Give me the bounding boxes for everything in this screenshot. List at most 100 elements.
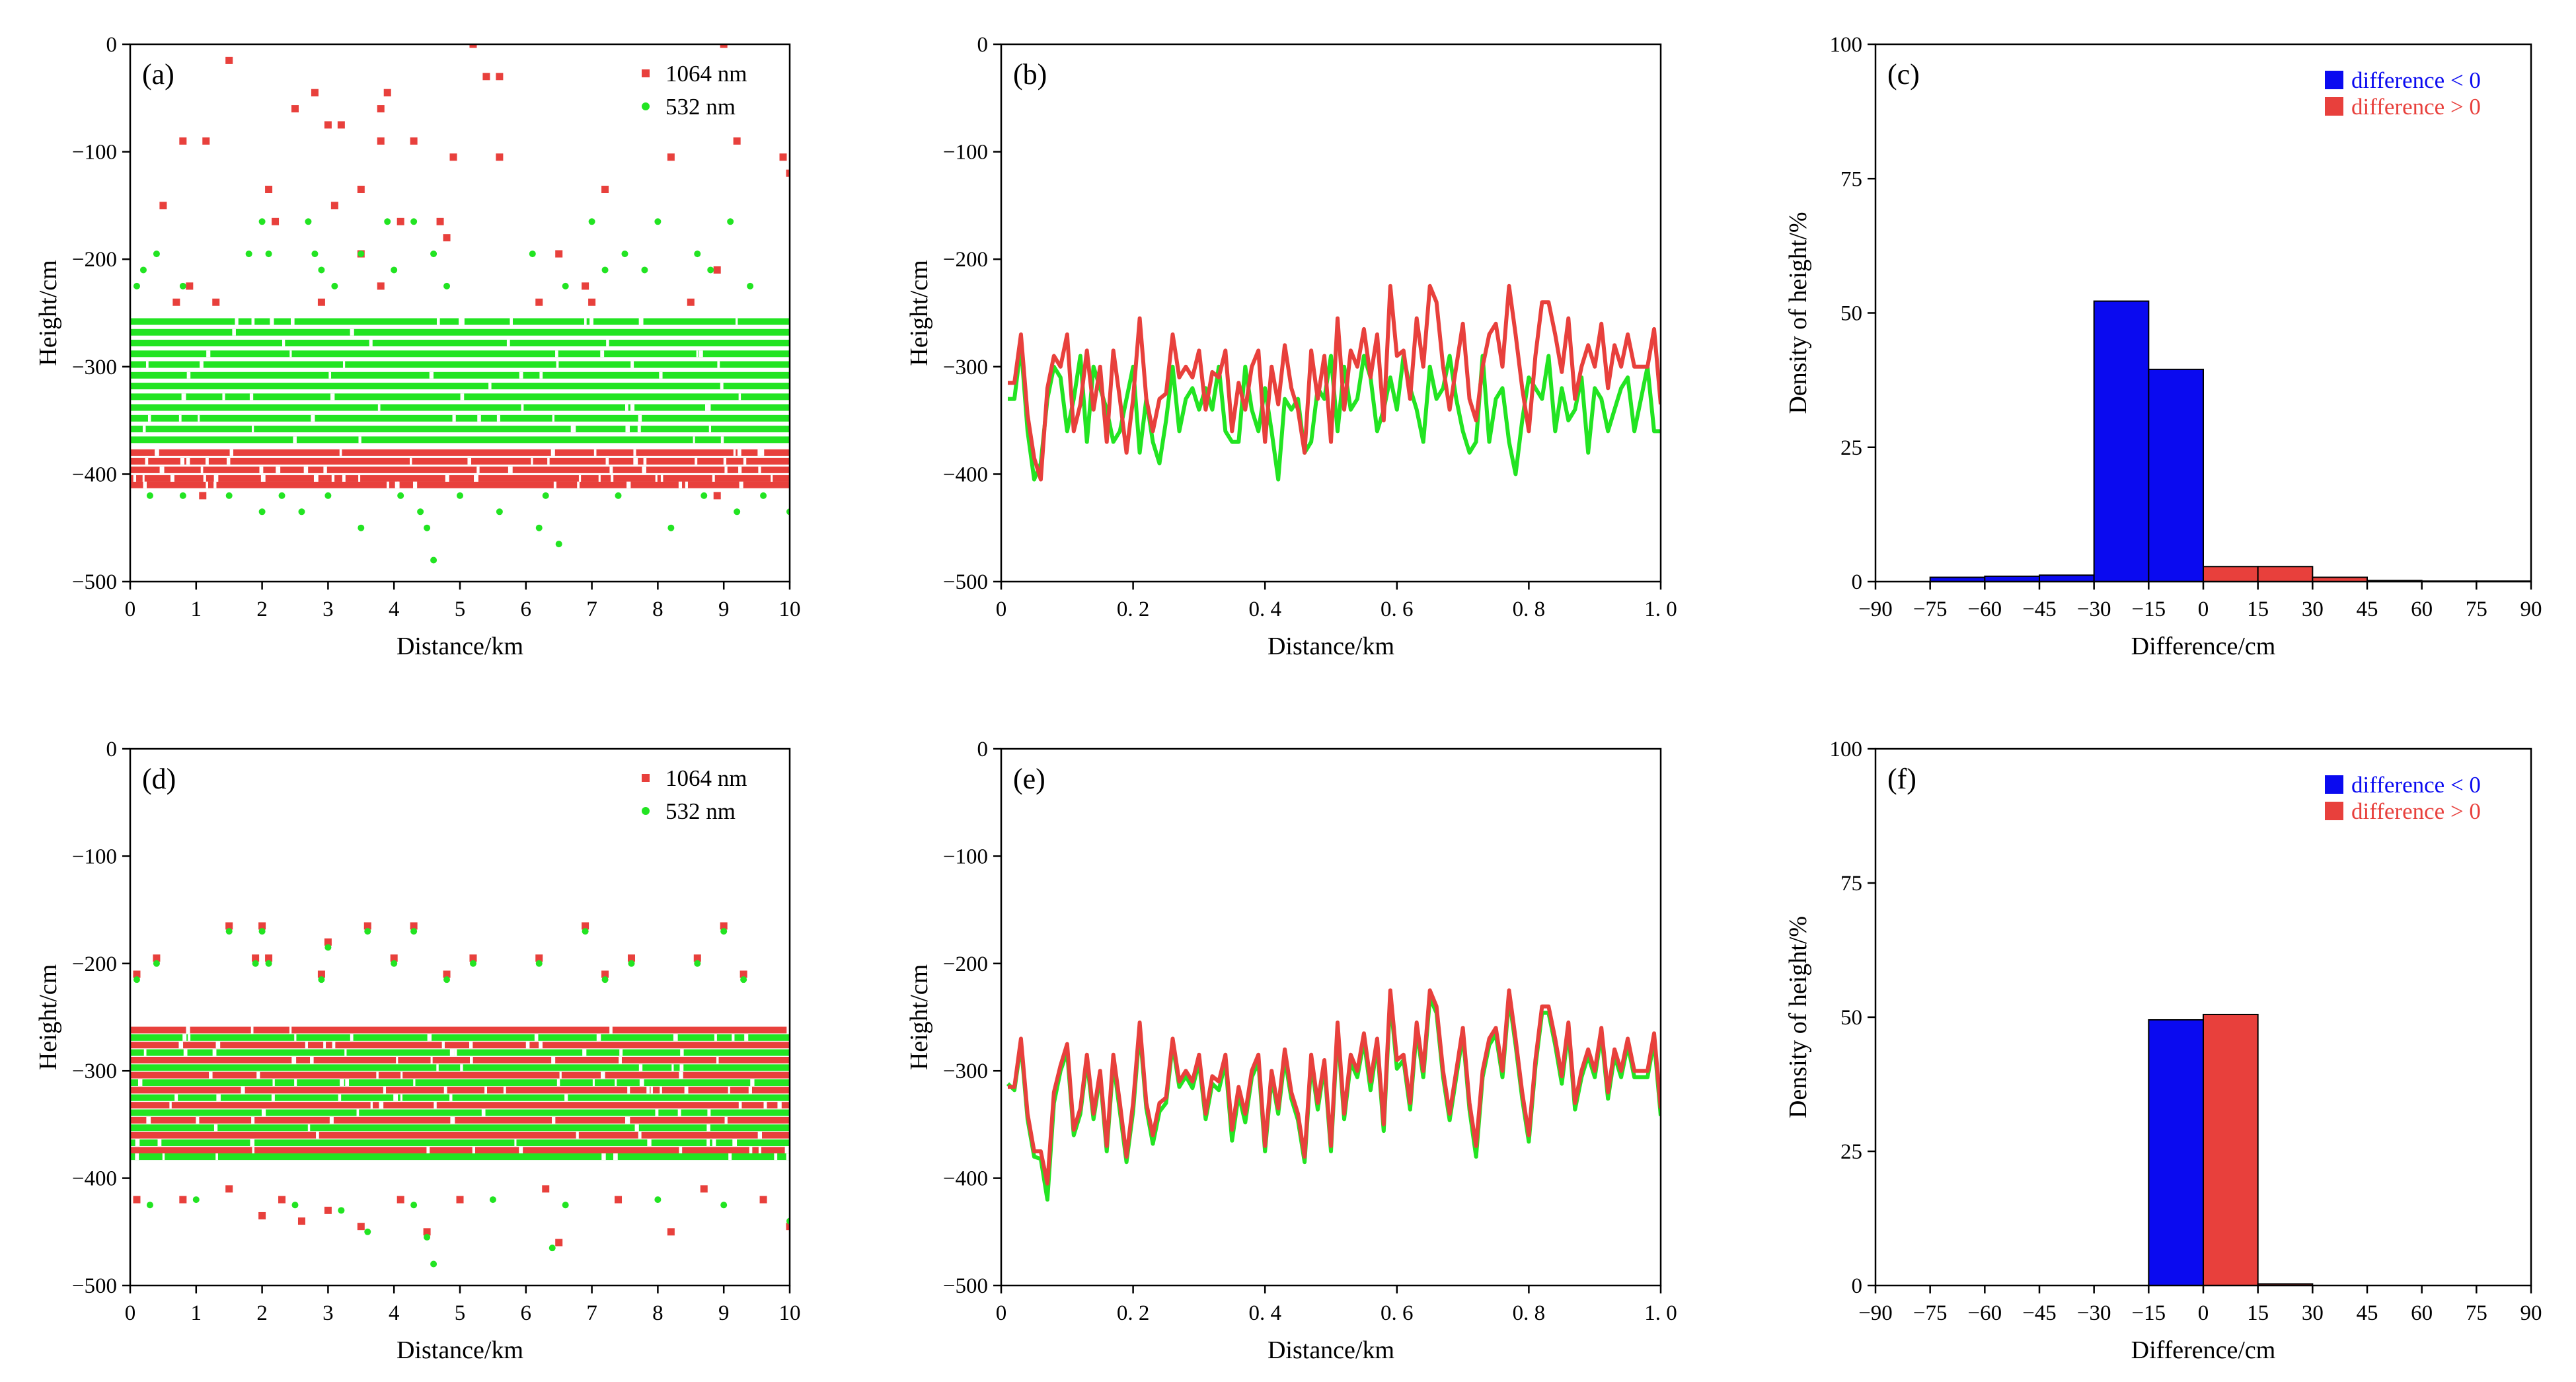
point-circle-6 [153,960,160,967]
x-tick-label: 8 [652,1301,663,1325]
band-gap [737,449,741,456]
point-circle-4 [582,928,589,935]
band-gap [744,1034,749,1041]
point-square-21 [179,1196,187,1204]
bar-1-1 [2257,566,2314,582]
band-gap [180,457,184,465]
band-circle-6 [130,383,790,390]
band-circle-1 [130,1049,790,1056]
x-tick-label: 60 [2411,1301,2433,1325]
band-gap [476,466,480,473]
y-tick-label: −100 [72,845,117,868]
band-square-0 [130,449,790,456]
band-gap [619,1049,623,1056]
band-gap [655,1109,659,1116]
band-gap [627,1087,630,1094]
point-circle-9 [265,250,272,258]
band-gap [183,1049,188,1056]
x-tick-label: −90 [1858,1301,1893,1325]
x-tick-label: −15 [2132,597,2166,621]
band-gap [534,1034,539,1041]
band-gap [633,457,638,465]
band-gap [508,466,513,473]
x-tick-label: −45 [2022,597,2057,621]
band-gap [387,481,389,488]
band-gap [716,1056,719,1063]
band-gap [706,1139,710,1147]
panel-tag: (b) [1013,58,1047,91]
point-circle-6 [727,218,734,225]
x-tick-label: 90 [2520,1301,2542,1325]
panel-b: 0 0. 2 0. 4 0. 6 0. 8 1. 0 0 −100 −200 −300 −400 −5… [905,33,1677,660]
band-gap [178,414,182,422]
panel-d: 0 1 2 3 4 5 6 7 8 9 10 0 −100 −200 −300 −400 −500 Distanc… [34,738,801,1364]
band-gap [460,393,465,401]
band-gap [340,1079,344,1087]
band-gap [738,393,741,401]
band-gap [345,1079,350,1087]
band-square-4 [130,481,790,488]
band-gap [693,436,695,443]
band-gap [606,340,609,347]
band-gap [472,1147,475,1154]
band-gap [459,318,461,325]
plot-area [130,44,790,564]
band-gap [601,1153,606,1161]
band-gap [379,1102,384,1109]
band-gap [143,481,147,488]
point-square-17 [786,169,790,177]
band-gap [556,1079,560,1087]
panel-e: 0 0. 2 0. 4 0. 6 0. 8 1. 0 0 −100 −200 −300 −400 −5… [905,738,1677,1364]
band-gap [260,475,266,482]
point-square-40 [588,298,596,306]
band-gap [714,1034,717,1041]
band-gap [188,1034,191,1041]
point-square-12 [535,954,543,962]
band-gap [655,475,658,482]
x-tick-label: 2 [256,1301,268,1325]
band-gap [481,1109,486,1116]
band-square-3 [130,1071,790,1079]
x-tick-label: 6 [521,597,532,621]
band-gap [289,350,292,358]
band-gap [232,328,236,336]
band-gap [582,1049,587,1056]
band-gap [413,1079,416,1087]
band-gap [704,404,710,411]
band-gap [592,1079,595,1087]
band-gap [344,1049,347,1056]
band-gap [720,436,724,443]
point-circle-0 [225,928,233,935]
band-gap [477,414,481,422]
y-tick-label: −400 [943,463,988,486]
legend-marker-square [642,69,650,77]
point-square-6 [153,954,161,962]
band-circle-8 [130,404,790,411]
band-gap [720,383,724,390]
band-gap [443,1087,447,1094]
band-gap [601,1071,605,1079]
point-circle-26 [562,282,569,289]
point-square-9 [377,105,385,113]
band-gap [556,361,559,368]
legend-marker-square [642,774,650,782]
band-gap [723,457,727,465]
y-tick-label: 0 [977,738,989,761]
x-tick-label: 0. 4 [1248,1301,1281,1325]
x-axis-title: Distance/km [1268,1336,1394,1364]
point-circle-29 [179,492,186,499]
band-gap [474,475,478,482]
point-circle-10 [391,960,398,967]
point-square-28 [436,217,444,225]
point-circle-50 [430,557,437,564]
x-tick-label: −15 [2132,1301,2166,1325]
band-gap [213,1124,218,1132]
legend-label: difference > 0 [2351,94,2481,120]
band-gap [305,1042,308,1049]
band-gap [282,340,285,347]
band-gap [350,1034,354,1041]
x-tick-label: 5 [455,597,466,621]
x-tick-label: 45 [2357,597,2378,621]
band-gap [605,457,609,465]
point-circle-30 [225,492,233,499]
